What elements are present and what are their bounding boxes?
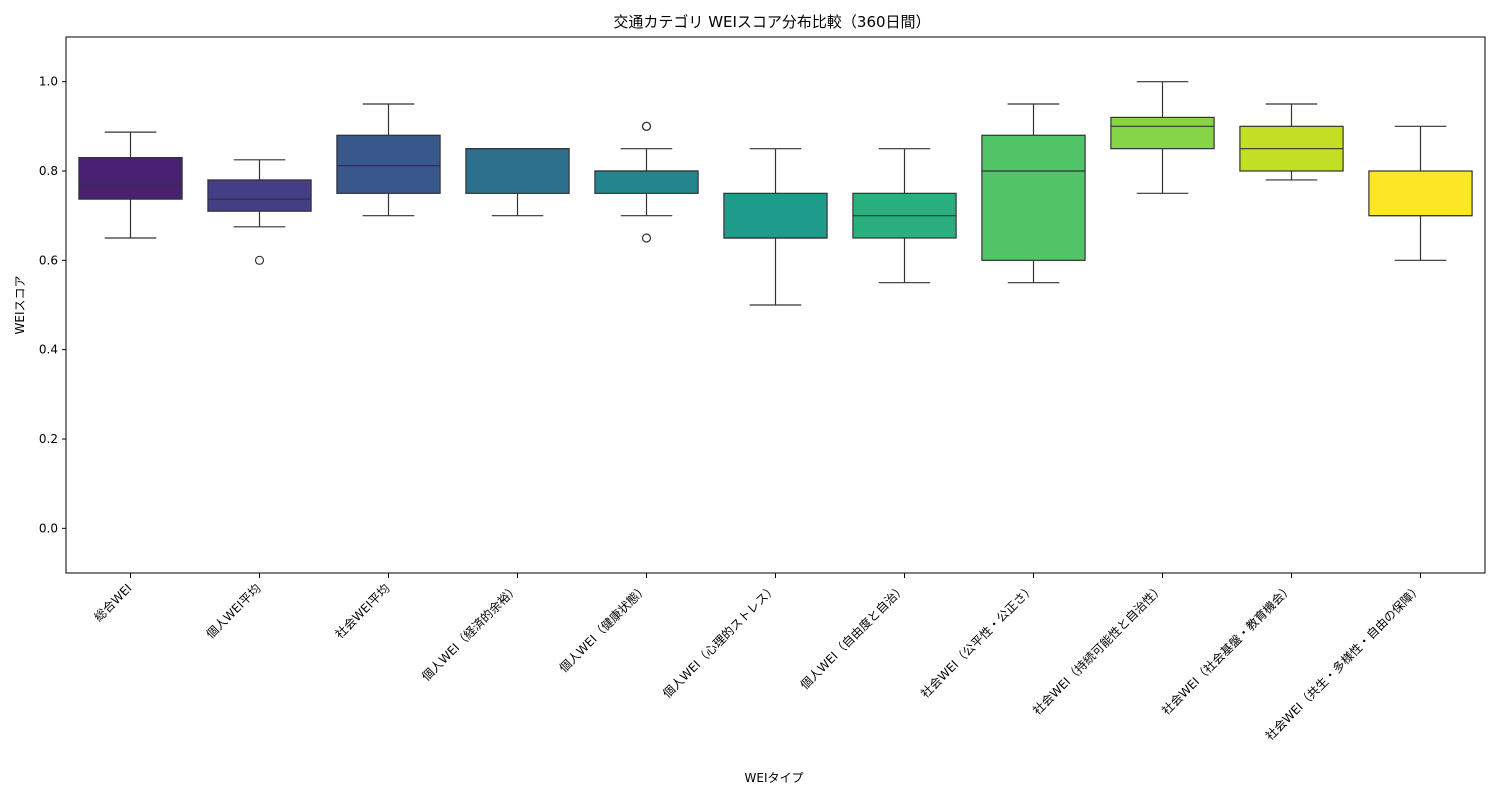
box-group xyxy=(852,148,957,284)
outlier-point xyxy=(254,255,265,265)
outlier-point xyxy=(641,233,652,243)
x-axis: 総合WEI 個人WEI平均 社会WEI平均 個人WEI（経済的余裕） 個人WEI（健康状… xyxy=(91,573,1425,743)
y-axis: 0.0 0.2 0.4 0.6 0.8 1.0 xyxy=(39,75,66,535)
x-tick-label: 個人WEI（健康状態） xyxy=(556,581,651,676)
y-tick-label: 0.0 xyxy=(39,521,58,535)
x-tick-label: 総合WEI xyxy=(91,581,135,625)
y-tick-label: 0.8 xyxy=(39,164,58,178)
box xyxy=(465,148,570,194)
y-tick-label: 1.0 xyxy=(39,75,58,89)
plot-area xyxy=(78,81,1473,306)
box-group xyxy=(207,159,312,265)
x-tick-label: 個人WEI平均 xyxy=(204,581,264,641)
box-group xyxy=(336,103,441,217)
box-group xyxy=(465,148,570,217)
x-axis-label: WEIタイプ xyxy=(745,771,804,785)
box xyxy=(981,134,1086,261)
y-tick-label: 0.4 xyxy=(39,343,58,357)
y-tick-label: 0.2 xyxy=(39,432,58,446)
box xyxy=(207,179,312,212)
box xyxy=(1368,170,1473,217)
x-tick-label: 社会WEI（社会基盤・教育機会） xyxy=(1158,581,1295,718)
box-group xyxy=(594,121,699,243)
box xyxy=(336,134,441,194)
x-tick-label: 社会WEI（持続可能性と自治性） xyxy=(1029,581,1166,718)
box-group xyxy=(78,131,183,239)
x-tick-label: 個人WEI（経済的余裕） xyxy=(418,581,521,684)
y-axis-label: WEIスコア xyxy=(13,276,27,335)
x-tick-label: 社会WEI平均 xyxy=(332,581,393,642)
x-tick-label: 社会WEI（共生・多様性・自由の保障） xyxy=(1262,581,1425,744)
box xyxy=(723,192,828,239)
box-group xyxy=(981,103,1086,284)
box xyxy=(78,157,183,200)
box xyxy=(594,170,699,194)
y-tick-label: 0.6 xyxy=(39,253,58,267)
x-tick-label: 個人WEI（自由度と自治） xyxy=(797,581,909,693)
chart-title: 交通カテゴリ WEIスコア分布比較（360日間） xyxy=(613,13,930,31)
box-group xyxy=(723,148,828,306)
box-group xyxy=(1239,103,1344,181)
outlier-point xyxy=(641,121,652,131)
x-tick-label: 個人WEI（心理的ストレス） xyxy=(659,581,779,701)
box-group xyxy=(1110,81,1215,194)
box xyxy=(1110,116,1215,150)
x-tick-label: 社会WEI（公平性・公正さ） xyxy=(917,581,1037,701)
box-group xyxy=(1368,125,1473,261)
